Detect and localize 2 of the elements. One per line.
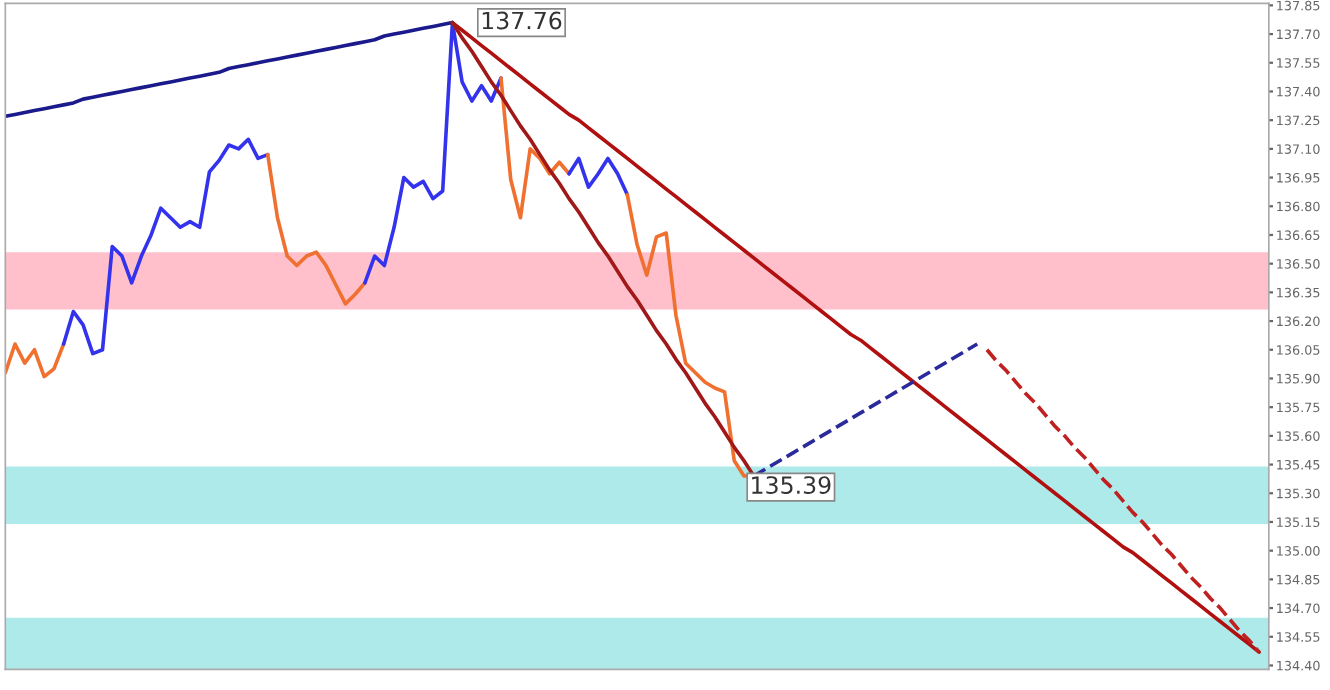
annotation: 135.39 xyxy=(752,476,831,495)
annotation: 137.76 xyxy=(482,11,562,30)
